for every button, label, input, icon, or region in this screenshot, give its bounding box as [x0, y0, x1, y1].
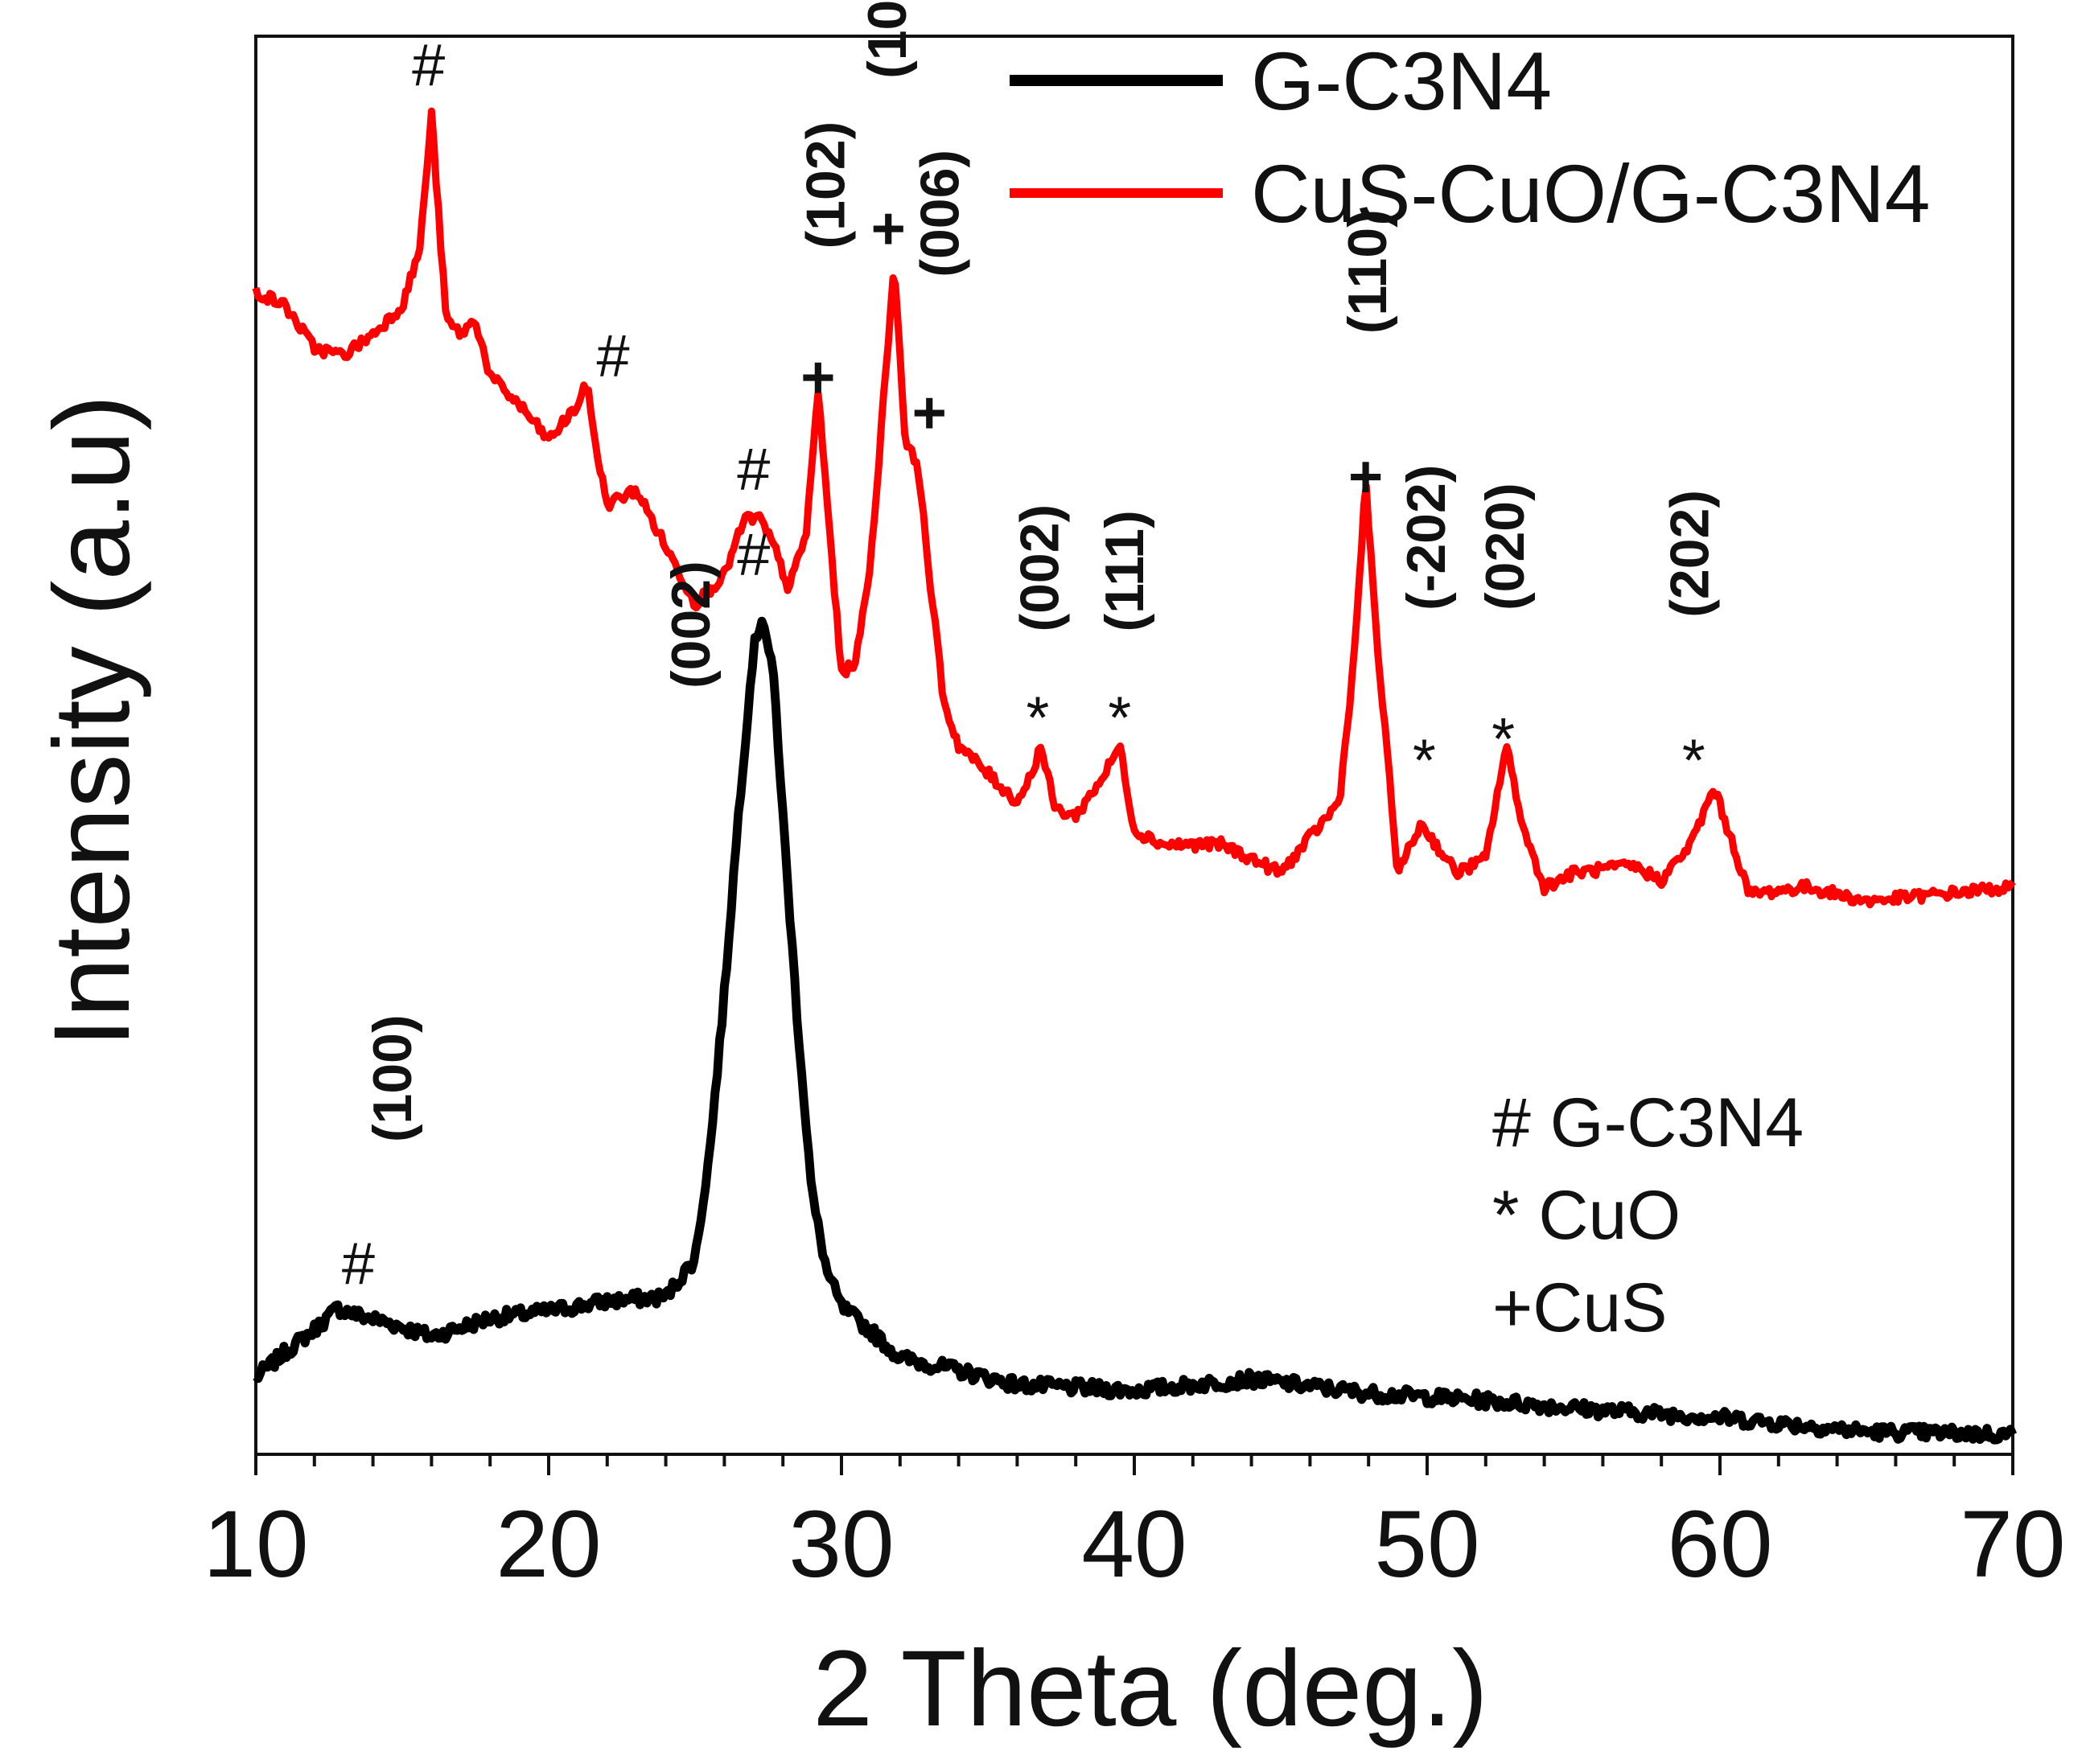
peak-marker: *: [1413, 727, 1436, 794]
miller-index-label: (102): [796, 121, 857, 249]
miller-index-label: (100): [362, 1014, 423, 1142]
miller-index-label: (202): [1659, 490, 1720, 618]
y-axis-title: Intensity (a.u): [32, 395, 152, 1048]
x-tick-label: 10: [203, 1491, 308, 1597]
peak-marker: *: [1682, 727, 1705, 794]
miller-index-label: (006): [910, 150, 971, 278]
phase-key-item: +CuS: [1492, 1269, 1668, 1347]
phase-key-item: * CuO: [1492, 1177, 1681, 1254]
miller-index-label: (002): [660, 561, 722, 689]
peak-marker: #: [412, 32, 445, 99]
series-line-g-c3n4: [253, 616, 2018, 1445]
phase-key: # G-C3N4 * CuO +CuS: [1492, 1084, 1804, 1347]
peak-marker: +: [912, 380, 947, 446]
miller-index-label: (103): [857, 0, 918, 79]
x-axis-title: 2 Theta (deg.): [813, 1629, 1487, 1749]
peak-marker: +: [800, 344, 835, 411]
miller-index-label: (111): [1094, 510, 1155, 631]
peak-marker: #: [737, 521, 770, 588]
x-tick-label: 20: [496, 1491, 601, 1597]
x-tick-label: 60: [1667, 1491, 1772, 1597]
miller-index-label: (002): [1009, 504, 1070, 632]
peak-marker: #: [737, 436, 770, 503]
x-tick-label: 40: [1081, 1491, 1187, 1597]
x-tick-label: 70: [1960, 1491, 2065, 1597]
peak-marker: *: [1491, 705, 1515, 772]
legend-label: CuS-CuO/G-C3N4: [1251, 148, 1931, 240]
phase-key-item: # G-C3N4: [1492, 1084, 1804, 1162]
miller-index-label: (020): [1475, 483, 1536, 611]
miller-index-label: (110): [1337, 209, 1398, 334]
peak-marker: #: [597, 323, 630, 389]
peak-marker: #: [342, 1230, 375, 1297]
annotations-group: # # # + + + * * + * * * # # (102)(103) (006) (002) (111) (…: [342, 0, 1721, 1297]
peak-marker: *: [1026, 685, 1049, 751]
legend: G-C3N4 CuS-CuO/G-C3N4: [1010, 35, 1931, 240]
series-group: [252, 107, 2018, 1445]
miller-index-label: (-202): [1396, 465, 1457, 611]
series-line-cus-cuo-g-c3n4: [252, 107, 2016, 909]
x-tick-label: 30: [788, 1491, 894, 1597]
peak-marker: +: [871, 195, 906, 261]
ticks-group: 10 20 30 40 50 60 70: [203, 1454, 2066, 1597]
x-tick-label: 50: [1374, 1491, 1479, 1597]
peak-marker: +: [1348, 443, 1383, 510]
legend-label: G-C3N4: [1251, 35, 1552, 127]
peak-marker: *: [1108, 685, 1131, 751]
